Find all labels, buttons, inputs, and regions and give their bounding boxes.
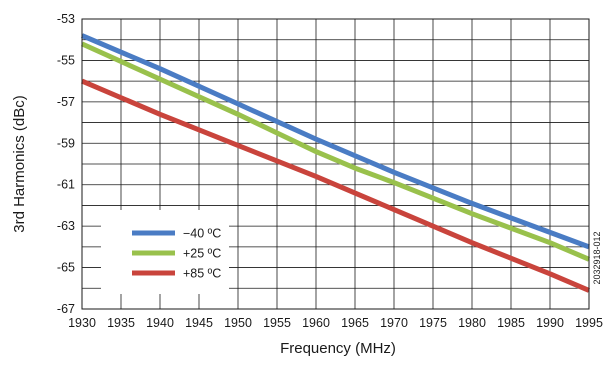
- legend: −40 ºC +25 ºC +85 ºC: [101, 210, 229, 294]
- x-tick-label: 1995: [575, 316, 603, 330]
- y-tick-label: -61: [57, 178, 75, 192]
- x-tick-label: 1985: [497, 316, 525, 330]
- y-tick-label: -65: [57, 261, 75, 275]
- x-tick-label: 1930: [68, 316, 96, 330]
- series-lines: [80, 33, 590, 293]
- y-tick-label: -67: [57, 302, 75, 316]
- x-tick-label: 1940: [146, 316, 174, 330]
- x-tick-labels: 1930 1935 1940 1945 1950 1955 1960 1965 1970 1975…: [68, 316, 603, 330]
- x-tick-label: 1955: [263, 316, 291, 330]
- x-tick-label: 1935: [107, 316, 135, 330]
- x-tick-label: 1945: [185, 316, 213, 330]
- x-tick-label: 1960: [302, 316, 330, 330]
- legend-label: −40 ºC: [183, 227, 221, 241]
- x-tick-label: 1950: [224, 316, 252, 330]
- series-line-0: [81, 33, 590, 250]
- x-tick-label: 1970: [380, 316, 408, 330]
- series-line-1: [80, 41, 590, 262]
- y-tick-label: -63: [57, 219, 75, 233]
- y-tick-label: -57: [57, 95, 75, 109]
- x-tick-label: 1975: [419, 316, 447, 330]
- y-tick-label: -53: [57, 12, 75, 26]
- plot-frame: [81, 18, 590, 310]
- y-axis-label: 3rd Harmonics (dBc): [11, 95, 28, 233]
- y-tick-label: -59: [57, 136, 75, 150]
- x-tick-label: 1990: [536, 316, 564, 330]
- x-axis-label: Frequency (MHz): [280, 340, 396, 357]
- legend-label: +25 ºC: [183, 247, 221, 261]
- series-line-2: [81, 78, 590, 293]
- x-tick-label: 1965: [341, 316, 369, 330]
- x-tick-label: 1980: [458, 316, 486, 330]
- legend-label: +85 ºC: [183, 267, 221, 281]
- y-tick-label: -55: [57, 53, 75, 67]
- figure-id: 2032918-012: [592, 231, 602, 284]
- y-tick-labels: -53 -55 -57 -59 -61 -63 -65 -67: [57, 12, 75, 316]
